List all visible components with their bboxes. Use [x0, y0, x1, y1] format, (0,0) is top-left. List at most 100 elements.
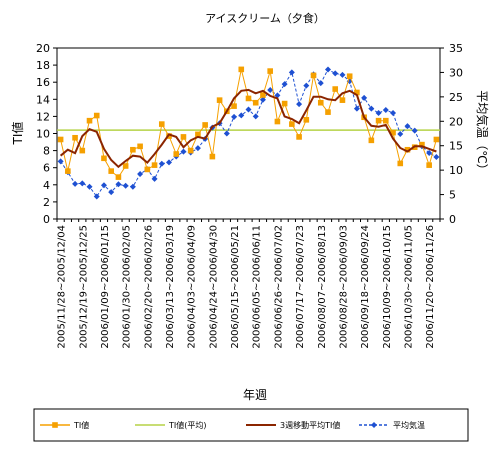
- y-tick-label-right: 25: [449, 91, 463, 104]
- y-tick-label-left: 0: [43, 213, 50, 226]
- y-tick-label-right: 15: [449, 140, 463, 153]
- ti-point: [303, 117, 310, 123]
- temperature-point: [339, 71, 346, 78]
- temperature-point: [86, 183, 93, 190]
- temperature-point: [324, 66, 331, 73]
- temperature-point: [72, 180, 79, 187]
- ti-point: [79, 147, 86, 154]
- y-axis-label-right: 平均気温（℃）: [475, 90, 490, 175]
- legend-marker: [371, 422, 377, 428]
- y-tick-label-right: 30: [449, 66, 463, 79]
- y-tick-label-left: 8: [43, 145, 50, 158]
- series-3: [57, 66, 440, 200]
- ti-point: [296, 134, 302, 140]
- y-tick-label-right: 10: [449, 164, 463, 177]
- y-tick-label-right: 35: [449, 42, 463, 55]
- ti-point: [122, 163, 129, 169]
- temperature-point: [223, 130, 230, 137]
- ti-point: [332, 86, 339, 92]
- temperature-point: [267, 87, 274, 94]
- x-tick-label: 2005/11/28~2005/12/04: [57, 225, 68, 349]
- temperature-point: [332, 70, 339, 77]
- x-tick-label: 2006/08/28~2006/09/03: [338, 225, 349, 349]
- x-tick-label: 2006/04/24~2006/04/30: [208, 225, 219, 349]
- x-tick-label: 2006/03/13~2006/03/19: [165, 225, 176, 349]
- temperature-point: [252, 113, 259, 120]
- y-tick-label-left: 14: [36, 93, 50, 106]
- temperature-point: [411, 127, 418, 134]
- ti-point: [151, 162, 158, 168]
- y-tick-label-left: 10: [36, 128, 50, 141]
- temperature-point: [166, 159, 173, 166]
- ti-point: [231, 103, 237, 109]
- ti-point: [173, 151, 180, 157]
- legend: TI値 TI値(平均) 3週移動平均TI値 平均気温: [33, 408, 469, 442]
- chart-title: アイスクリーム（夕食）: [205, 11, 325, 25]
- temperature-point: [93, 193, 100, 200]
- y-tick-label-left: 2: [43, 196, 50, 209]
- temperature-point: [115, 181, 122, 188]
- x-tick-label: 2006/01/30~2006/02/05: [122, 225, 133, 349]
- x-tick-label: 2006/10/30~2006/11/05: [403, 225, 414, 349]
- ti-point: [180, 134, 187, 140]
- temperature-point: [158, 160, 165, 167]
- ti-point: [260, 92, 266, 98]
- temperature-point: [122, 182, 129, 189]
- temperature-point: [368, 105, 375, 112]
- ti-point: [238, 66, 245, 73]
- temperature-point: [231, 113, 238, 120]
- temperature-point: [151, 175, 158, 182]
- ti-point: [202, 122, 208, 128]
- temperature-point: [433, 153, 440, 160]
- ti-point: [426, 162, 432, 168]
- x-tick-label: 2006/10/09~2006/10/15: [382, 225, 393, 349]
- x-tick-label: 2006/06/05~2006/06/11: [252, 225, 263, 349]
- ti-point: [252, 99, 259, 106]
- legend-item: 平均気温: [359, 420, 425, 430]
- ti-point: [187, 147, 194, 154]
- temperature-point: [361, 94, 368, 101]
- temperature-point: [317, 80, 324, 87]
- series-line: [59, 88, 437, 169]
- temperature-point: [245, 106, 252, 113]
- ti-point: [281, 100, 288, 107]
- temperature-point: [426, 150, 433, 157]
- temperature-point: [303, 82, 310, 89]
- ti-point: [245, 95, 252, 102]
- temperature-point: [397, 130, 404, 137]
- ti-point: [325, 109, 331, 115]
- ti-point: [216, 97, 223, 103]
- y-tick-label-right: 0: [449, 213, 456, 226]
- ti-point: [339, 97, 346, 103]
- ti-point: [397, 160, 404, 167]
- ti-point: [57, 136, 64, 143]
- y-tick-label-left: 12: [36, 110, 50, 123]
- temperature-point: [281, 81, 288, 88]
- y-tick-label-right: 20: [449, 115, 463, 128]
- ti-point: [101, 155, 107, 162]
- ti-point: [86, 117, 93, 124]
- temperature-point: [108, 189, 115, 196]
- x-tick-label: 2006/06/26~2006/07/02: [273, 225, 284, 349]
- temperature-point: [238, 112, 245, 119]
- y-tick-label-left: 16: [36, 76, 50, 89]
- y-tick-label-left: 20: [36, 42, 50, 55]
- series-2: [59, 88, 437, 169]
- temperature-point: [57, 158, 64, 165]
- legend-item: 3週移動平均TI値: [246, 420, 340, 430]
- ti-point: [368, 137, 375, 144]
- ti-point: [158, 121, 165, 127]
- x-tick-label: 2006/09/18~2006/09/24: [360, 225, 371, 349]
- ti-point: [130, 146, 136, 153]
- x-tick-label: 2006/01/09~2006/01/15: [100, 225, 111, 349]
- temperature-point: [404, 123, 411, 130]
- ti-point: [419, 141, 425, 148]
- ti-point: [346, 73, 353, 80]
- temperature-point: [375, 109, 382, 116]
- ti-point: [383, 117, 389, 124]
- x-tick-label: 2006/02/20~2006/02/26: [143, 225, 154, 349]
- ti-point: [354, 89, 360, 96]
- ti-point: [267, 68, 273, 74]
- ti-point: [115, 174, 122, 180]
